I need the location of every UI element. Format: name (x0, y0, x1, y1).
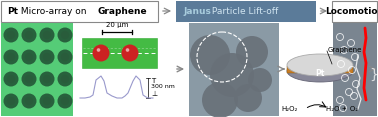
Text: Particle Lift-off: Particle Lift-off (209, 7, 278, 16)
Text: Pt: Pt (315, 68, 325, 77)
Bar (287, 66, 353, 73)
Circle shape (43, 75, 51, 83)
Text: T: T (151, 78, 155, 84)
Ellipse shape (287, 54, 353, 76)
Circle shape (43, 31, 51, 39)
Circle shape (3, 93, 19, 108)
Bar (176, 1, 316, 22)
Circle shape (57, 27, 73, 42)
Text: Pt: Pt (7, 7, 18, 16)
Circle shape (121, 44, 138, 62)
Circle shape (190, 35, 230, 75)
Circle shape (39, 71, 54, 86)
Circle shape (7, 97, 15, 105)
Bar (189, 23, 279, 116)
Circle shape (202, 82, 238, 117)
Circle shape (25, 97, 33, 105)
Circle shape (7, 53, 15, 61)
Ellipse shape (287, 60, 353, 82)
Text: Micro-array on: Micro-array on (18, 7, 89, 16)
Circle shape (7, 75, 15, 83)
Circle shape (97, 48, 100, 52)
Bar (332, 1, 377, 22)
Circle shape (61, 75, 69, 83)
Bar (333, 23, 377, 116)
Circle shape (39, 49, 54, 64)
Circle shape (22, 49, 37, 64)
Text: Locomotion: Locomotion (325, 7, 378, 16)
Circle shape (57, 49, 73, 64)
Circle shape (43, 97, 51, 105)
Circle shape (126, 48, 129, 52)
Text: Janus: Janus (183, 7, 211, 16)
Text: 300 nm: 300 nm (151, 84, 175, 90)
Text: ⊥: ⊥ (151, 91, 157, 97)
Circle shape (3, 27, 19, 42)
Circle shape (3, 71, 19, 86)
Circle shape (22, 27, 37, 42)
Bar (82, 38, 157, 68)
Circle shape (57, 93, 73, 108)
Circle shape (61, 53, 69, 61)
Circle shape (39, 27, 54, 42)
Circle shape (25, 31, 33, 39)
Circle shape (25, 75, 33, 83)
Circle shape (61, 97, 69, 105)
Circle shape (234, 84, 262, 112)
Circle shape (7, 31, 15, 39)
Circle shape (39, 93, 54, 108)
Circle shape (25, 53, 33, 61)
Circle shape (248, 68, 272, 92)
Circle shape (22, 71, 37, 86)
Text: 20 μm: 20 μm (106, 22, 128, 28)
Circle shape (57, 71, 73, 86)
Bar (1, 1, 158, 22)
Circle shape (93, 44, 110, 62)
Circle shape (210, 53, 254, 97)
Text: Graphene: Graphene (97, 7, 147, 16)
Text: H₂O + O₂: H₂O + O₂ (326, 106, 358, 112)
Circle shape (61, 31, 69, 39)
Bar (1, 23, 73, 116)
Circle shape (3, 49, 19, 64)
Circle shape (43, 53, 51, 61)
Text: Graphene: Graphene (328, 47, 363, 53)
Text: H₂O₂: H₂O₂ (282, 106, 298, 112)
Circle shape (22, 93, 37, 108)
Text: }: } (369, 68, 378, 82)
Circle shape (236, 36, 268, 68)
